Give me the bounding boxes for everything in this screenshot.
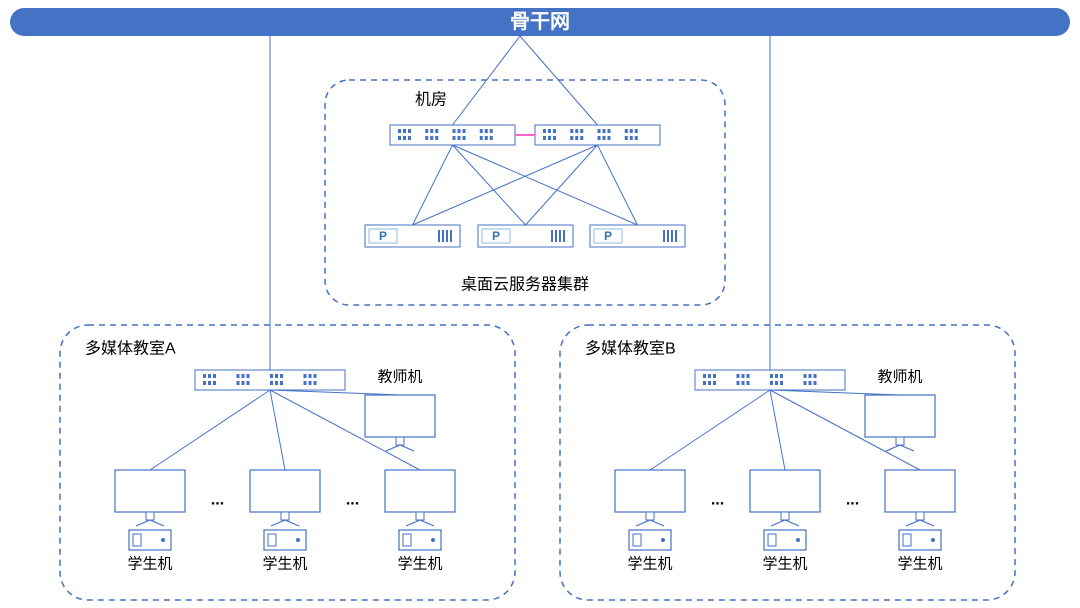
edge (770, 390, 785, 470)
ellipsis: ... (846, 492, 859, 509)
pc-icon (250, 470, 320, 550)
edge (770, 390, 900, 395)
switch-icon (390, 125, 515, 145)
student-label: 学生机 (627, 556, 672, 573)
server-room-title: 机房 (415, 91, 447, 109)
edge (270, 390, 400, 395)
pc-icon (885, 470, 955, 550)
edges (150, 36, 920, 470)
edge (650, 390, 770, 470)
ellipsis: ... (211, 492, 224, 509)
teacher-label: 教师机 (877, 369, 922, 386)
backbone-label: 骨干网 (510, 10, 570, 33)
switch-icon (695, 370, 845, 390)
teacher-label: 教师机 (377, 369, 422, 386)
monitor-icon (865, 395, 935, 451)
edge (526, 145, 598, 225)
cluster-label: 桌面云服务器集群 (461, 276, 589, 294)
student-label: 学生机 (897, 556, 942, 573)
regions (60, 80, 1015, 600)
monitor-icon (365, 395, 435, 451)
student-label: 学生机 (397, 556, 442, 573)
room-b-title: 多媒体教室B (585, 340, 676, 358)
switch-icon (535, 125, 660, 145)
student-label: 学生机 (262, 556, 307, 573)
switch-icon (195, 370, 345, 390)
edge (270, 390, 285, 470)
room-a-title: 多媒体教室A (85, 340, 176, 358)
svg-text:P: P (604, 229, 612, 243)
pc-icon (750, 470, 820, 550)
ellipsis: ... (346, 492, 359, 509)
edge (453, 145, 638, 225)
edge (150, 390, 270, 470)
devices: P P P 学生机 学生机 学生机 学生机 学生机 学生机............ (115, 125, 955, 573)
edge (413, 145, 453, 225)
svg-text:P: P (379, 229, 387, 243)
server-icon: P (478, 225, 573, 247)
pc-icon (385, 470, 455, 550)
pc-icon (115, 470, 185, 550)
server-icon: P (590, 225, 685, 247)
server-icon: P (365, 225, 460, 247)
edge (413, 145, 598, 225)
edge (453, 145, 526, 225)
server_room-region (325, 80, 725, 305)
ellipsis: ... (711, 492, 724, 509)
backbone-bar: 骨干网 (10, 8, 1070, 36)
network-topology-diagram: 骨干网 P P P 学生机 学生机 学生机 学生机 学生机 学生机............ 机房桌面… (0, 0, 1080, 608)
pc-icon (615, 470, 685, 550)
student-label: 学生机 (762, 556, 807, 573)
student-label: 学生机 (127, 556, 172, 573)
svg-text:P: P (492, 229, 500, 243)
edge (598, 145, 638, 225)
